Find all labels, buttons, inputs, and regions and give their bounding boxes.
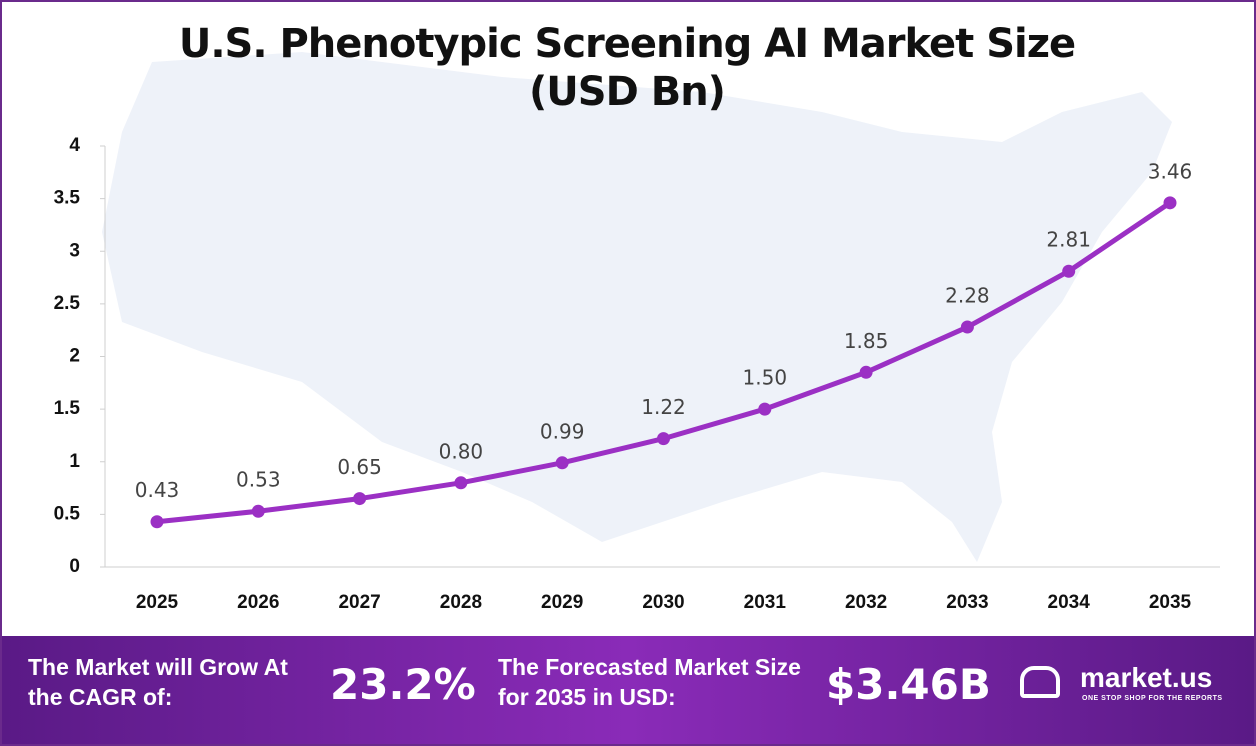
y-tick-label: 1 <box>69 451 80 472</box>
x-tick-label: 2033 <box>946 592 988 613</box>
data-label: 1.22 <box>641 395 686 419</box>
marker <box>555 456 569 470</box>
data-label: 0.43 <box>135 478 180 502</box>
y-tick-label: 1.5 <box>54 398 81 419</box>
marker <box>454 476 468 490</box>
data-label: 0.65 <box>337 455 382 479</box>
data-label: 0.53 <box>236 468 281 492</box>
y-tick-label: 4 <box>69 135 80 156</box>
chart-title: U.S. Phenotypic Screening AI Market Size… <box>178 21 1076 115</box>
x-tick-label: 2027 <box>338 592 380 613</box>
x-tick-label: 2029 <box>541 592 583 613</box>
marker <box>150 515 164 529</box>
y-tick-label: 3.5 <box>54 188 81 209</box>
marker <box>353 492 367 506</box>
data-label: 0.99 <box>540 419 585 443</box>
map-background <box>102 52 1172 562</box>
forecast-label: The Forecasted Market Size for 2035 in U… <box>498 654 801 710</box>
y-tick-label: 0 <box>69 556 80 577</box>
x-tick-label: 2032 <box>845 592 887 613</box>
x-tick-label: 2026 <box>237 592 279 613</box>
data-label: 0.80 <box>439 439 484 463</box>
data-label: 3.46 <box>1148 159 1193 183</box>
banner: The Market will Grow At the CAGR of: 23.… <box>2 636 1254 744</box>
x-tick-label: 2031 <box>744 592 787 613</box>
cagr-label: The Market will Grow At the CAGR of: <box>28 654 288 710</box>
data-label: 2.28 <box>945 284 990 308</box>
y-tick-label: 2 <box>69 346 80 367</box>
x-tick-label: 2034 <box>1048 592 1091 613</box>
forecast-value: $3.46B <box>826 660 991 709</box>
x-tick-label: 2030 <box>642 592 684 613</box>
marker <box>657 432 670 446</box>
marker <box>859 365 873 379</box>
brand-logo <box>1020 666 1060 698</box>
x-tick-label: 2025 <box>136 592 179 613</box>
brand: market.us <box>1080 662 1213 693</box>
x-tick-label: 2035 <box>1149 592 1192 613</box>
marker <box>251 504 265 518</box>
x-tick-label: 2028 <box>440 592 482 613</box>
marker <box>1163 196 1177 210</box>
y-tick-label: 3 <box>69 240 80 261</box>
marker <box>960 320 974 334</box>
y-tick-label: 0.5 <box>54 503 81 524</box>
marker <box>758 402 772 416</box>
marker <box>1062 264 1076 278</box>
y-tick-label: 2.5 <box>54 293 81 314</box>
data-label: 1.50 <box>743 366 788 390</box>
tagline: ONE STOP SHOP FOR THE REPORTS <box>1082 695 1223 702</box>
cagr-value: 23.2% <box>330 660 476 709</box>
data-label: 1.85 <box>844 329 889 353</box>
data-label: 2.81 <box>1046 228 1091 252</box>
